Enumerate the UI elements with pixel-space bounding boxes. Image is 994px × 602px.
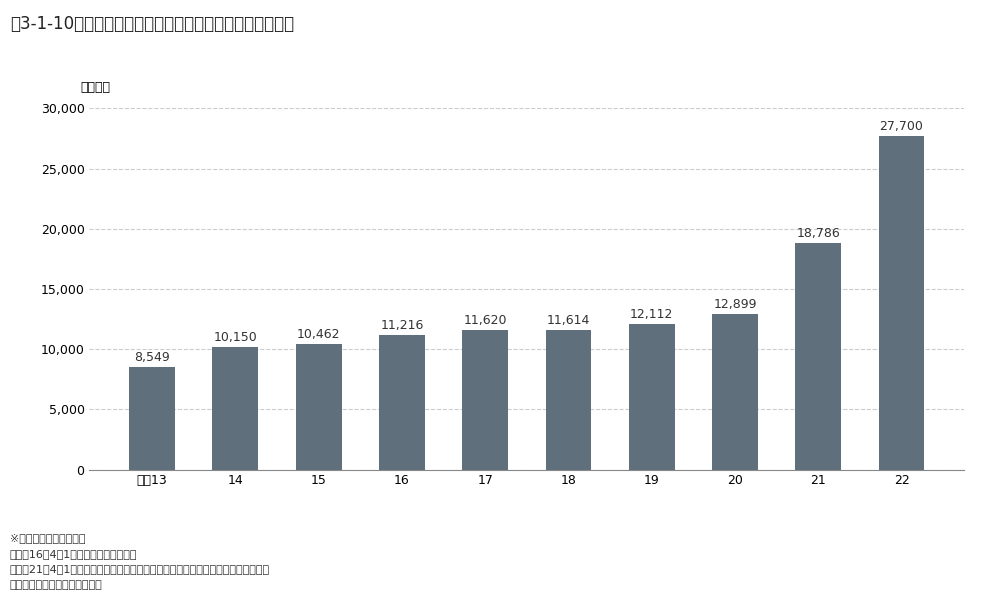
Text: 11,614: 11,614 (547, 314, 590, 327)
Text: 27,700: 27,700 (880, 120, 923, 133)
Text: （千台）: （千台） (81, 81, 110, 94)
Bar (213, 347, 258, 470)
Text: 10,150: 10,150 (214, 331, 257, 344)
Text: 10,462: 10,462 (297, 327, 340, 341)
Bar (129, 367, 175, 470)
Bar (546, 330, 591, 470)
Text: 8,549: 8,549 (134, 350, 170, 364)
Bar (462, 330, 508, 470)
Bar (795, 243, 841, 470)
Bar (712, 314, 757, 470)
Text: ※　家電の品目追加経緯
　平成16年4月1日　電気冷凍庫を追加
　平成21年4月1日　液晶式及びプラズマ式テレビジョン受信機、衣類乾燥機を追加
出典：環境省、経: ※ 家電の品目追加経緯 平成16年4月1日 電気冷凍庫を追加 平成21年4月1日… (10, 533, 270, 590)
Text: 図3-1-10　全国の指定引取場所における廃家電の引取台数: 図3-1-10 全国の指定引取場所における廃家電の引取台数 (10, 15, 294, 33)
Text: 11,216: 11,216 (381, 318, 423, 332)
Bar (296, 344, 342, 470)
Bar (879, 136, 924, 470)
Bar (379, 335, 424, 470)
Text: 12,899: 12,899 (714, 298, 756, 311)
Text: 12,112: 12,112 (630, 308, 673, 321)
Text: 11,620: 11,620 (463, 314, 507, 327)
Text: 18,786: 18,786 (796, 228, 840, 240)
Bar (629, 324, 675, 470)
